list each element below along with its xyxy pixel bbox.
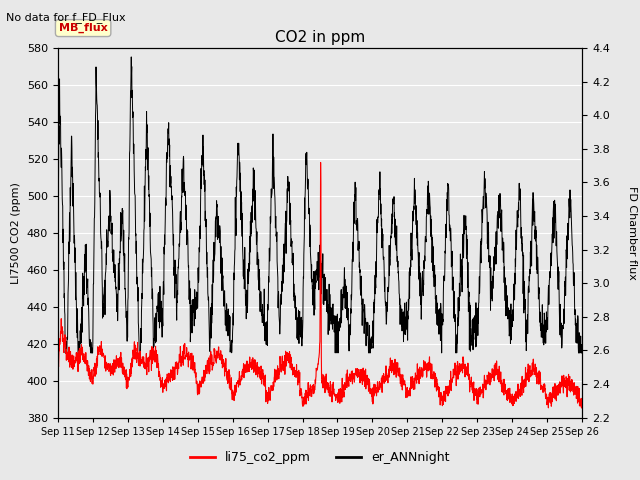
- Legend: li75_co2_ppm, er_ANNnight: li75_co2_ppm, er_ANNnight: [186, 446, 454, 469]
- Y-axis label: FD Chamber flux: FD Chamber flux: [627, 186, 637, 280]
- Text: MB_flux: MB_flux: [59, 23, 108, 33]
- Title: CO2 in ppm: CO2 in ppm: [275, 30, 365, 46]
- Text: No data for f_FD_Flux: No data for f_FD_Flux: [6, 12, 126, 23]
- Y-axis label: LI7500 CO2 (ppm): LI7500 CO2 (ppm): [11, 182, 21, 284]
